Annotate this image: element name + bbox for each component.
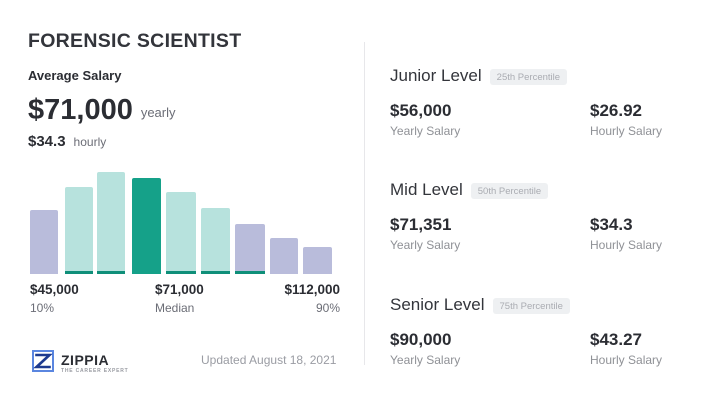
svg-text:ZIPPIA: ZIPPIA <box>61 352 109 368</box>
svg-text:THE CAREER EXPERT: THE CAREER EXPERT <box>61 368 129 374</box>
